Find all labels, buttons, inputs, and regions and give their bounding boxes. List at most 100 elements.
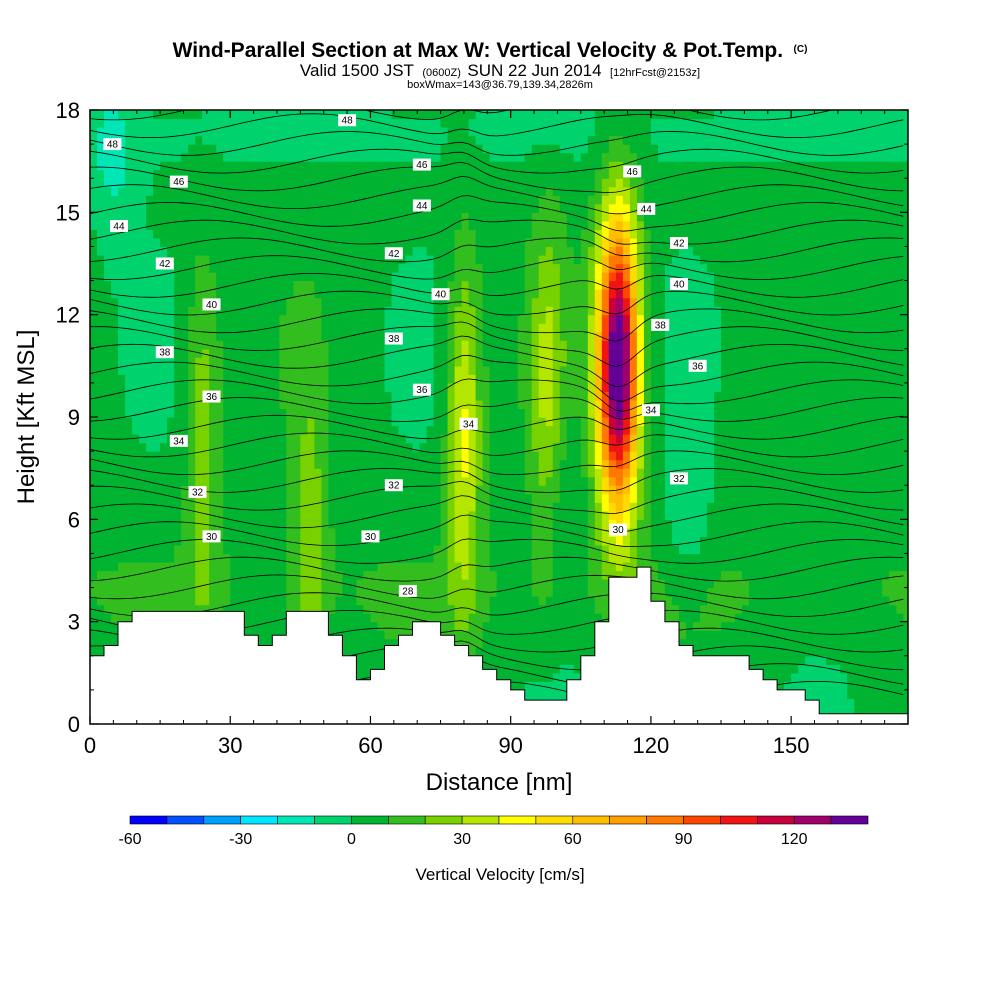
w-cell: [370, 127, 379, 137]
w-cell: [321, 468, 329, 478]
w-cell: [167, 237, 175, 248]
w-cell: [125, 417, 133, 427]
w-cell: [440, 212, 449, 222]
w-cell: [209, 127, 217, 137]
w-cell: [335, 382, 344, 393]
w-cell: [216, 289, 224, 299]
w-cell: [286, 178, 294, 188]
w-cell: [559, 135, 568, 145]
w-cell: [111, 476, 119, 486]
w-cell: [223, 323, 231, 333]
w-cell: [139, 272, 147, 282]
w-cell: [146, 553, 154, 563]
w-cell: [195, 263, 203, 273]
w-cell: [202, 220, 210, 230]
w-cell: [118, 425, 126, 435]
w-cell: [447, 468, 456, 478]
w-cell: [370, 161, 379, 171]
w-cell: [538, 110, 547, 120]
w-cell: [496, 544, 505, 555]
w-cell: [349, 144, 358, 154]
w-cell: [461, 382, 470, 393]
w-cell: [258, 417, 266, 427]
w-cell: [244, 144, 252, 154]
w-cell: [517, 169, 526, 179]
w-cell: [258, 442, 266, 452]
w-cell: [454, 152, 463, 162]
w-cell: [209, 152, 217, 162]
w-cell: [118, 561, 126, 572]
w-cell: [237, 340, 245, 350]
w-cell: [363, 263, 372, 273]
w-cell: [377, 630, 386, 640]
w-cell: [552, 638, 561, 648]
w-cell: [335, 476, 344, 486]
w-cell: [545, 502, 554, 512]
w-cell: [174, 596, 182, 606]
w-cell: [97, 229, 105, 239]
w-cell: [517, 382, 526, 393]
w-cell: [566, 297, 575, 307]
w-cell: [447, 579, 456, 589]
w-cell: [398, 604, 407, 614]
w-cell: [230, 408, 238, 418]
w-cell: [132, 468, 140, 478]
w-cell: [391, 621, 400, 631]
w-cell: [195, 331, 203, 341]
w-cell: [566, 630, 575, 640]
w-cell: [391, 579, 400, 589]
w-cell: [510, 314, 519, 324]
w-cell: [496, 135, 505, 145]
w-cell: [503, 468, 512, 478]
w-cell: [489, 553, 498, 563]
w-cell: [160, 365, 168, 375]
w-cell: [482, 220, 491, 230]
w-cell: [286, 186, 294, 196]
w-cell: [349, 553, 358, 563]
w-cell: [454, 527, 463, 537]
w-cell: [167, 391, 175, 401]
w-cell: [286, 348, 294, 358]
w-cell: [167, 442, 175, 452]
w-cell: [377, 399, 386, 410]
w-cell: [272, 596, 280, 606]
w-cell: [286, 212, 294, 222]
w-cell: [545, 357, 554, 367]
w-cell: [440, 374, 449, 384]
w-cell: [545, 365, 554, 375]
w-cell: [160, 493, 168, 503]
w-cell: [440, 408, 449, 418]
w-cell: [216, 195, 224, 205]
w-cell: [489, 323, 498, 333]
w-cell: [167, 331, 175, 341]
w-cell: [440, 203, 449, 213]
w-cell: [391, 493, 400, 503]
w-cell: [153, 596, 161, 606]
w-cell: [244, 536, 252, 546]
w-cell: [552, 297, 561, 307]
w-cell: [377, 374, 386, 384]
w-cell: [272, 169, 280, 179]
w-cell: [111, 314, 119, 324]
w-cell: [90, 604, 98, 614]
w-cell: [461, 621, 470, 631]
w-cell: [496, 280, 505, 290]
w-cell: [272, 297, 280, 307]
w-cell: [566, 135, 575, 145]
w-cell: [286, 604, 294, 614]
w-cell: [419, 399, 428, 410]
w-cell: [118, 570, 126, 580]
w-cell: [272, 527, 280, 537]
w-cell: [314, 203, 322, 213]
w-cell: [132, 289, 140, 299]
w-cell: [461, 220, 470, 230]
w-cell: [531, 587, 540, 597]
w-cell: [202, 237, 210, 248]
w-cell: [363, 297, 372, 307]
w-cell: [307, 493, 315, 503]
w-cell: [377, 263, 386, 273]
w-cell: [545, 203, 554, 213]
w-cell: [412, 502, 421, 512]
w-cell: [545, 544, 554, 555]
w-cell: [237, 536, 245, 546]
